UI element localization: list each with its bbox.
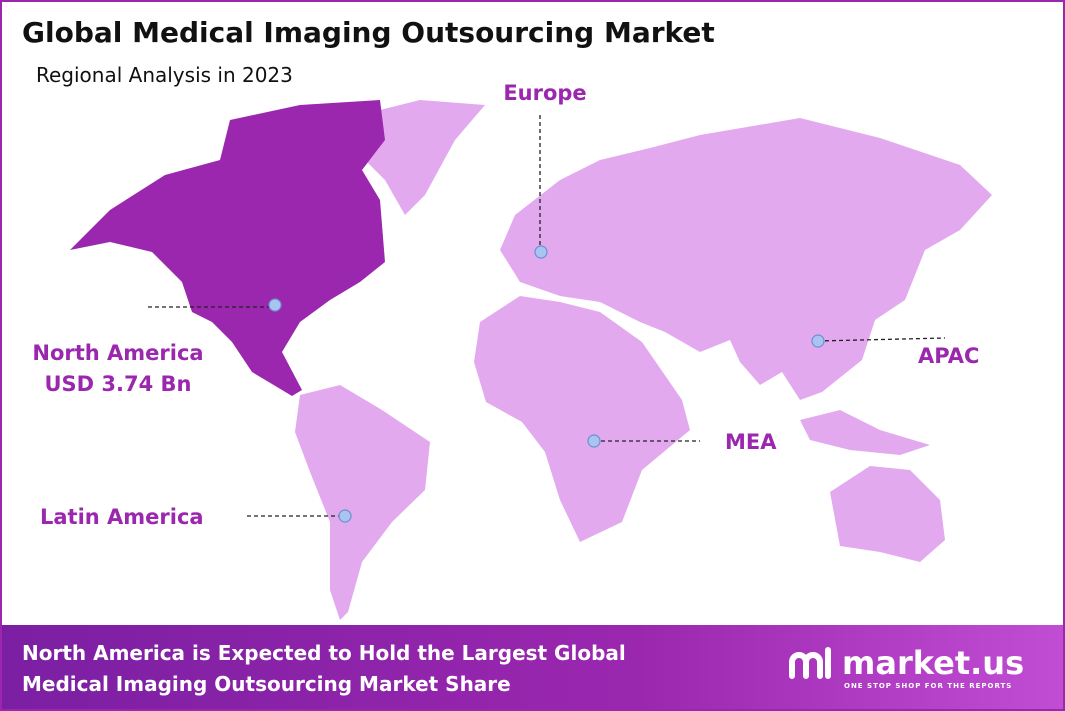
region-label: APAC (918, 344, 979, 368)
islands (800, 410, 930, 455)
south-america (295, 385, 430, 620)
footer-text: North America is Expected to Hold the La… (22, 641, 626, 665)
logo-tagline: ONE STOP SHOP FOR THE REPORTS (844, 682, 1012, 690)
region-label: MEA (725, 430, 777, 454)
logo-name: market.us (842, 644, 1024, 682)
world-map (70, 100, 992, 620)
north-america (70, 100, 385, 396)
title: Global Medical Imaging Outsourcing Marke… (22, 16, 715, 49)
logo: market.us ONE STOP SHOP FOR THE REPORTS (789, 644, 1024, 690)
eurasia (500, 118, 992, 400)
marker (534, 245, 548, 259)
australia (830, 466, 945, 562)
region-value: USD 3.74 Bn (45, 372, 192, 396)
africa (474, 296, 690, 542)
footer-text: Medical Imaging Outsourcing Market Share (22, 672, 511, 696)
region-label: Latin America (40, 505, 204, 529)
region-label: Europe (503, 81, 586, 105)
footer-band (2, 625, 1063, 709)
subtitle: Regional Analysis in 2023 (36, 63, 293, 87)
region-label: North America (32, 341, 203, 365)
marker (268, 298, 282, 312)
marker (587, 434, 601, 448)
marker (338, 509, 352, 523)
leader-line (817, 337, 946, 342)
callouts (148, 115, 946, 523)
marker (811, 334, 825, 348)
logo-icon (789, 647, 831, 679)
